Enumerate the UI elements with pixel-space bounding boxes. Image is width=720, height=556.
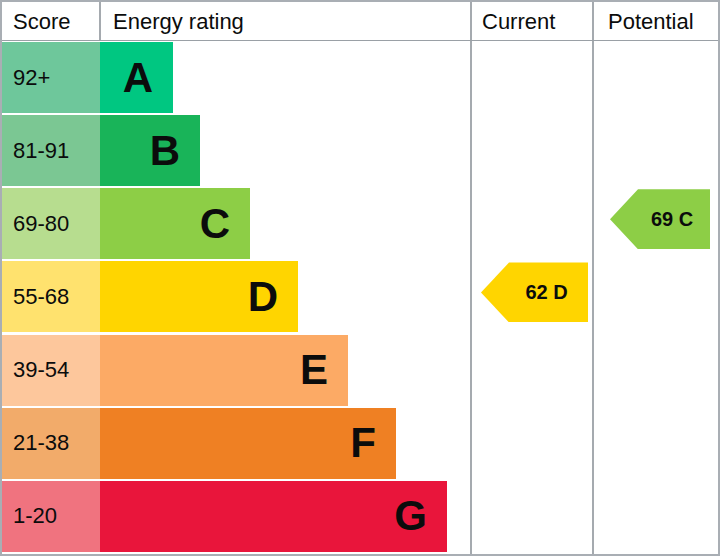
band-score-label: 81-91 [13, 138, 69, 164]
rating-band-row: 69-80 C [2, 188, 718, 261]
current-rating-label: 62 D [525, 281, 567, 304]
band-letter: G [394, 495, 427, 537]
band-bar: F [100, 408, 396, 479]
band-bar: A [100, 42, 173, 113]
band-score-cell: 81-91 [2, 115, 100, 186]
potential-rating-label: 69 C [651, 208, 693, 231]
band-score-label: 1-20 [13, 503, 57, 529]
band-score-label: 69-80 [13, 211, 69, 237]
band-bar: D [100, 261, 298, 332]
band-score-cell: 55-68 [2, 261, 100, 332]
rating-rows: 92+ A 81-91 B 69-80 C 55-68 D 39-54 [2, 42, 718, 554]
band-bar: B [100, 115, 200, 186]
rating-band-row: 81-91 B [2, 115, 718, 188]
header-score: Score [13, 2, 70, 40]
band-score-cell: 92+ [2, 42, 100, 113]
header-energy-rating: Energy rating [113, 2, 244, 40]
band-bar: G [100, 481, 447, 552]
rating-band-row: 1-20 G [2, 481, 718, 554]
band-letter: B [150, 130, 180, 172]
rating-band-row: 39-54 E [2, 335, 718, 408]
epc-rating-chart: Score Energy rating Current Potential 92… [0, 0, 720, 556]
band-letter: C [200, 203, 230, 245]
rating-band-row: 55-68 D [2, 261, 718, 334]
band-score-label: 55-68 [13, 284, 69, 310]
band-score-label: 39-54 [13, 357, 69, 383]
rating-band-row: 92+ A [2, 42, 718, 115]
divider-score-column [99, 2, 101, 40]
header-underline [2, 40, 718, 41]
band-score-cell: 69-80 [2, 188, 100, 259]
band-bar: E [100, 335, 348, 406]
band-letter: A [123, 57, 153, 99]
rating-band-row: 21-38 F [2, 408, 718, 481]
band-letter: F [350, 422, 376, 464]
band-letter: E [300, 349, 328, 391]
band-score-cell: 39-54 [2, 335, 100, 406]
header-potential: Potential [608, 2, 694, 40]
band-score-label: 92+ [13, 65, 50, 91]
header-current: Current [482, 2, 555, 40]
band-score-cell: 21-38 [2, 408, 100, 479]
band-bar: C [100, 188, 250, 259]
band-score-label: 21-38 [13, 430, 69, 456]
band-score-cell: 1-20 [2, 481, 100, 552]
band-letter: D [248, 276, 278, 318]
